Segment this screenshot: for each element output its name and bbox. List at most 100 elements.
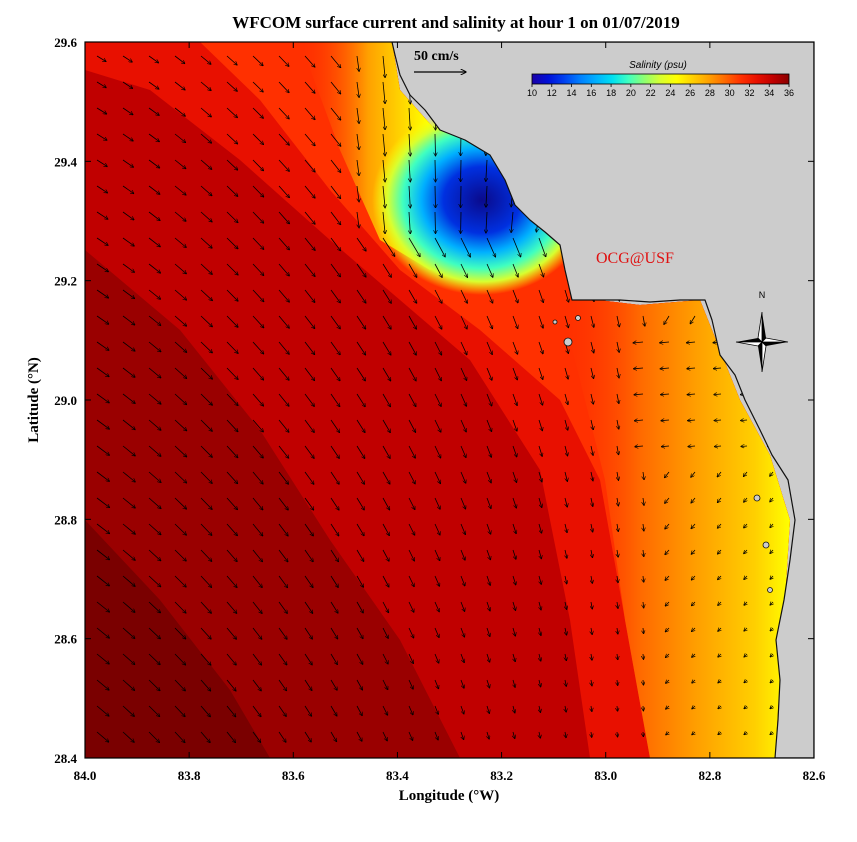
current-vector-arrow (278, 653, 287, 665)
current-vector-arrow (174, 575, 186, 587)
current-vector-arrow (96, 81, 106, 88)
current-vector-arrow (512, 289, 518, 303)
current-vector-arrow (330, 315, 340, 329)
current-vector-arrow (356, 471, 365, 484)
current-vector-arrow (665, 654, 669, 658)
current-vector-arrow (486, 523, 491, 534)
current-vector-arrow (200, 367, 212, 379)
current-vector-arrow (635, 446, 644, 447)
current-vector-arrow (408, 315, 417, 329)
current-vector-arrow (122, 315, 135, 325)
current-vector-arrow (617, 575, 618, 583)
north-arrow-icon: N (735, 290, 789, 373)
current-vector-arrow (304, 393, 314, 407)
current-vector-arrow (744, 497, 747, 502)
current-vector-arrow (96, 55, 106, 62)
current-vector-arrow (617, 393, 619, 404)
current-vector-arrow (460, 679, 464, 688)
current-vector-arrow (356, 653, 363, 664)
current-vector-arrow (278, 471, 289, 484)
current-vector-arrow (330, 601, 338, 613)
current-vector-arrow (539, 601, 541, 610)
current-vector-arrow (304, 367, 315, 381)
current-vector-arrow (304, 133, 315, 146)
current-vector-arrow (148, 445, 161, 456)
current-vector-arrow (408, 263, 417, 277)
current-vector-arrow (718, 680, 721, 683)
current-vector-arrow (665, 471, 670, 478)
current-vector-arrow (434, 393, 441, 407)
current-vector-arrow (591, 731, 592, 737)
colorbar-ramp (531, 73, 790, 85)
current-vector-arrow (174, 731, 185, 743)
current-vector-arrow (96, 549, 110, 560)
current-vector-arrow (278, 601, 287, 614)
current-vector-arrow (200, 263, 212, 274)
current-vector-arrow (356, 679, 363, 690)
current-vector-arrow (564, 445, 568, 456)
current-vector-arrow (278, 81, 289, 93)
current-vector-arrow (174, 445, 187, 457)
current-vector-arrow (174, 627, 186, 639)
current-vector-arrow (665, 601, 670, 606)
current-vector-arrow (513, 653, 515, 662)
current-vector-arrow (356, 601, 363, 613)
current-vector-arrow (330, 705, 337, 716)
current-vector-arrow (538, 497, 542, 508)
current-vector-arrow (408, 679, 413, 689)
current-vector-arrow (408, 419, 416, 432)
current-vector-arrow (382, 55, 385, 78)
current-vector-arrow (382, 393, 391, 407)
current-vector-arrow (691, 523, 696, 529)
current-vector-arrow (174, 471, 187, 483)
current-vector-arrow (486, 263, 493, 277)
current-vector-arrow (634, 394, 644, 395)
current-vector-arrow (226, 497, 238, 510)
current-vector-arrow (486, 315, 493, 329)
current-vector-arrow (717, 523, 722, 528)
current-vector-arrow (486, 185, 487, 207)
current-vector-arrow (591, 497, 593, 507)
current-vector-arrow (565, 575, 567, 584)
current-vector-arrow (460, 705, 464, 714)
current-vector-arrow (252, 159, 264, 171)
current-vector-arrow (200, 393, 212, 405)
current-vector-arrow (382, 263, 391, 277)
current-vector-arrow (717, 497, 722, 503)
current-vector-arrow (460, 497, 466, 509)
current-vector-arrow (200, 107, 211, 117)
current-vector-arrow (617, 627, 618, 634)
current-vector-arrow (252, 133, 264, 145)
current-vector-arrow (304, 705, 312, 716)
current-vector-arrow (512, 497, 516, 508)
current-vector-arrow (304, 159, 315, 172)
current-vector-arrow (148, 601, 161, 613)
current-vector-arrow (96, 679, 109, 690)
current-vector-arrow (148, 315, 161, 326)
current-vector-arrow (200, 627, 211, 639)
current-vector-arrow (122, 497, 135, 508)
current-vector-arrow (122, 627, 135, 639)
current-vector-arrow (382, 705, 388, 715)
current-vector-arrow (460, 549, 465, 560)
current-vector-arrow (460, 289, 467, 303)
current-vector-arrow (434, 315, 442, 329)
current-vector-arrow (565, 705, 566, 712)
x-axis-ticks: 84.0 83.8 83.6 83.4 83.2 83.0 82.8 82.6 (74, 42, 826, 783)
current-vector-arrow (744, 628, 747, 631)
y-tick-label: 29.4 (54, 154, 77, 169)
current-vector-arrow (252, 601, 262, 614)
current-vector-arrow (226, 393, 238, 406)
current-vector-arrow (96, 575, 110, 586)
current-vector-arrow (486, 601, 490, 611)
current-vector-arrow (744, 706, 747, 709)
current-vector-arrow (304, 497, 314, 510)
current-vector-arrow (252, 419, 263, 432)
current-vector-arrow (408, 523, 415, 535)
current-vector-arrow (382, 159, 385, 182)
current-vector-arrow (617, 471, 619, 480)
current-vector-arrow (512, 549, 516, 559)
current-vector-arrow (770, 680, 773, 683)
current-vector-arrow (718, 602, 721, 606)
current-vector-arrow (718, 628, 721, 631)
